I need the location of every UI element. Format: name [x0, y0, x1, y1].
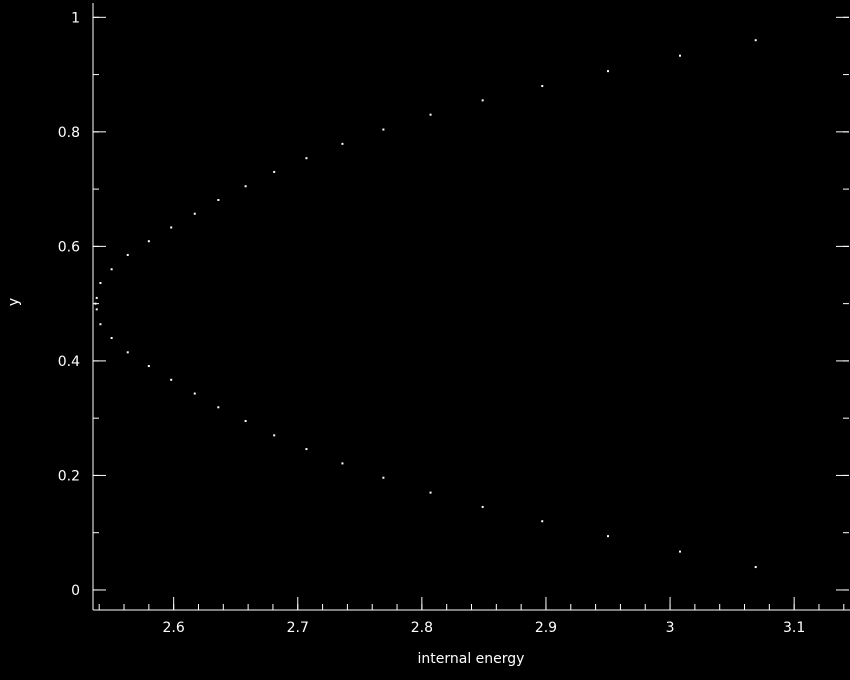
y-tick-label: 1	[71, 10, 80, 26]
data-point	[147, 240, 150, 243]
y-axis-label: y	[6, 298, 22, 306]
data-point	[147, 365, 150, 368]
data-point	[481, 505, 484, 508]
data-point	[382, 476, 385, 479]
data-point	[541, 85, 544, 88]
data-point	[341, 462, 344, 465]
data-point	[95, 308, 98, 311]
data-point	[481, 99, 484, 102]
data-point	[305, 157, 308, 160]
data-point	[607, 535, 610, 538]
data-point	[217, 406, 220, 409]
data-point	[341, 142, 344, 145]
data-point	[244, 185, 247, 188]
data-point	[217, 198, 220, 201]
data-point	[193, 392, 196, 395]
y-tick-label: 0.4	[58, 354, 80, 370]
x-tick-label: 2.7	[287, 620, 309, 636]
data-point	[170, 378, 173, 381]
x-tick-label: 3	[666, 620, 675, 636]
data-point	[678, 54, 681, 57]
x-axis-label: internal energy	[418, 651, 525, 667]
data-point	[110, 336, 113, 339]
data-point	[429, 491, 432, 494]
y-tick-label: 0.6	[58, 239, 80, 255]
data-point	[754, 39, 757, 42]
data-point	[193, 212, 196, 215]
x-tick-label: 2.6	[163, 620, 185, 636]
y-tick-label: 0	[71, 583, 80, 599]
y-axis-ticks: 0 0.2 0.4 0.6 0.8 1	[58, 10, 849, 599]
x-tick-label: 2.8	[411, 620, 433, 636]
data-point	[273, 434, 276, 437]
y-tick-label: 0.8	[58, 125, 80, 141]
data-point	[429, 113, 432, 116]
data-point	[99, 282, 102, 285]
data-point	[678, 550, 681, 553]
data-point	[541, 520, 544, 523]
data-point	[110, 268, 113, 271]
y-tick-label: 0.2	[58, 468, 80, 484]
data-point	[126, 253, 129, 256]
data-point	[95, 296, 98, 299]
x-tick-label: 3.1	[783, 620, 805, 636]
data-point	[305, 448, 308, 451]
data-point	[126, 351, 129, 354]
data-point	[754, 566, 757, 569]
data-point	[99, 323, 102, 326]
data-points	[94, 39, 757, 569]
data-point	[607, 70, 610, 73]
data-point	[244, 420, 247, 423]
data-point	[94, 302, 97, 305]
data-point	[170, 226, 173, 229]
x-tick-label: 2.9	[535, 620, 557, 636]
data-point	[273, 170, 276, 173]
data-point	[382, 128, 385, 131]
x-axis-ticks: 2.6 2.7 2.8 2.9 3 3.1	[98, 597, 845, 636]
